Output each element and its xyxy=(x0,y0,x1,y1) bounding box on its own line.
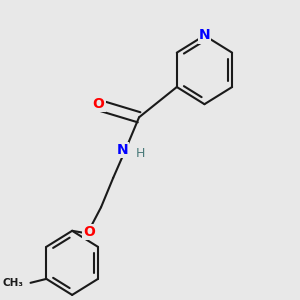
Text: N: N xyxy=(116,143,128,157)
Text: O: O xyxy=(83,225,95,239)
Text: CH₃: CH₃ xyxy=(3,278,24,288)
Text: O: O xyxy=(93,97,104,111)
Text: N: N xyxy=(199,28,210,43)
Text: H: H xyxy=(136,147,145,160)
